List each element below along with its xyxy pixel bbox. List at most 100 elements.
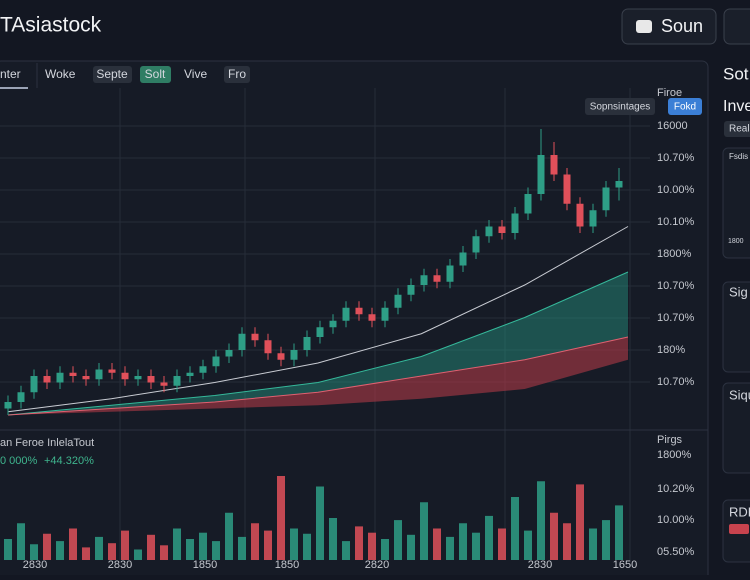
sound-button[interactable] xyxy=(621,8,717,45)
volume-bar xyxy=(329,518,337,560)
axis-label: Pirgs xyxy=(657,434,683,446)
moving-average xyxy=(7,226,629,413)
axis-label: 05.50% xyxy=(657,546,695,558)
candle-body xyxy=(277,353,285,360)
volume-bar xyxy=(264,530,272,560)
tab[interactable]: nter xyxy=(0,67,21,81)
sidebar-title: Sot xyxy=(723,64,749,83)
candle-body xyxy=(238,333,246,350)
volume-bar xyxy=(4,539,12,560)
candle-body xyxy=(160,382,168,386)
volume-bar xyxy=(498,528,506,560)
button-label: Soun xyxy=(661,16,703,36)
badge[interactable] xyxy=(668,98,702,115)
candle-body xyxy=(485,226,493,237)
volume-bar xyxy=(524,530,532,560)
tab[interactable]: Woke xyxy=(45,67,76,81)
volume-bar xyxy=(420,502,428,560)
x-label: 2830 xyxy=(23,559,47,571)
volume-bar xyxy=(160,545,168,560)
volume-bar xyxy=(277,476,285,560)
grid xyxy=(0,88,708,560)
volume-bar xyxy=(381,539,389,560)
volume-bar xyxy=(225,512,233,560)
candle-body xyxy=(108,369,116,373)
band-area xyxy=(8,337,628,415)
x-label: 1850 xyxy=(193,559,217,571)
button-icon xyxy=(636,20,652,33)
tab[interactable]: Vive xyxy=(184,67,207,81)
candle-body xyxy=(381,307,389,321)
axis-label: 180% xyxy=(657,344,685,356)
axis-label: 10.70% xyxy=(657,280,695,292)
card-title: Siqu xyxy=(729,387,750,402)
volume-bar xyxy=(394,520,402,560)
volume-bar xyxy=(472,532,480,560)
candle-body xyxy=(316,327,324,337)
candle-body xyxy=(615,181,623,188)
card-title: Fsdis xyxy=(729,152,748,161)
candle-body xyxy=(459,252,467,266)
candle-body xyxy=(121,372,129,380)
volume-bar xyxy=(602,520,610,560)
sidebar-badge-label: Real xyxy=(729,124,750,135)
candle-body xyxy=(134,376,142,380)
volume-bar xyxy=(316,486,324,560)
candle-body xyxy=(303,337,311,350)
tab[interactable]: Septe xyxy=(96,67,128,81)
candle-body xyxy=(82,376,90,380)
axis-label: 1800% xyxy=(657,449,691,461)
candle-body xyxy=(199,366,207,373)
volume-bar xyxy=(251,523,259,560)
tab[interactable]: Fro xyxy=(228,67,246,81)
volume-bar xyxy=(30,544,38,560)
volume-bar xyxy=(43,533,51,560)
candle-body xyxy=(472,236,480,253)
card[interactable] xyxy=(722,281,750,373)
candle-body xyxy=(225,350,233,357)
tab-pill xyxy=(93,66,132,83)
tab-pill-active xyxy=(140,66,171,83)
candle-body xyxy=(524,194,532,214)
icon-button[interactable] xyxy=(723,8,750,45)
badge xyxy=(585,98,655,115)
card-title: RDL xyxy=(729,504,750,519)
candle-body xyxy=(30,376,38,393)
volume-bar xyxy=(342,541,350,560)
candle-body xyxy=(602,187,610,211)
candle-body xyxy=(563,174,571,204)
axis-label: 10.70% xyxy=(657,152,695,164)
axis-label: 1800% xyxy=(657,248,691,260)
axis-label: 16000 xyxy=(657,120,688,132)
volume-bar xyxy=(212,541,220,560)
card[interactable] xyxy=(722,382,750,474)
sidebar-subtitle: Inve xyxy=(723,98,750,115)
app-title: TAsiastock xyxy=(0,14,102,37)
axis-label: 10.00% xyxy=(657,184,695,196)
candle-body xyxy=(537,155,545,194)
x-label: 1850 xyxy=(275,559,299,571)
candle-body xyxy=(589,210,597,227)
candle-body xyxy=(394,294,402,308)
candle-body xyxy=(329,320,337,328)
volume-change: 0 000% xyxy=(0,455,38,467)
volume-bar xyxy=(134,549,142,560)
candle-body xyxy=(498,226,506,233)
volume-bar xyxy=(550,512,558,560)
candle-body xyxy=(446,265,454,282)
card[interactable] xyxy=(722,147,750,259)
x-label: 2830 xyxy=(108,559,132,571)
candle-body xyxy=(576,203,584,227)
candle-body xyxy=(511,213,519,233)
axis-label: 10.00% xyxy=(657,514,695,526)
candle-body xyxy=(550,155,558,175)
volume-bar xyxy=(459,523,467,560)
volume-bar xyxy=(17,523,25,560)
volume-bar xyxy=(121,530,129,560)
card-value: 1800 xyxy=(728,238,744,245)
candle-body xyxy=(342,307,350,321)
tab[interactable]: Solt xyxy=(145,67,166,81)
volume-bar xyxy=(186,539,194,560)
candle-body xyxy=(69,372,77,376)
x-label: 2820 xyxy=(365,559,389,571)
